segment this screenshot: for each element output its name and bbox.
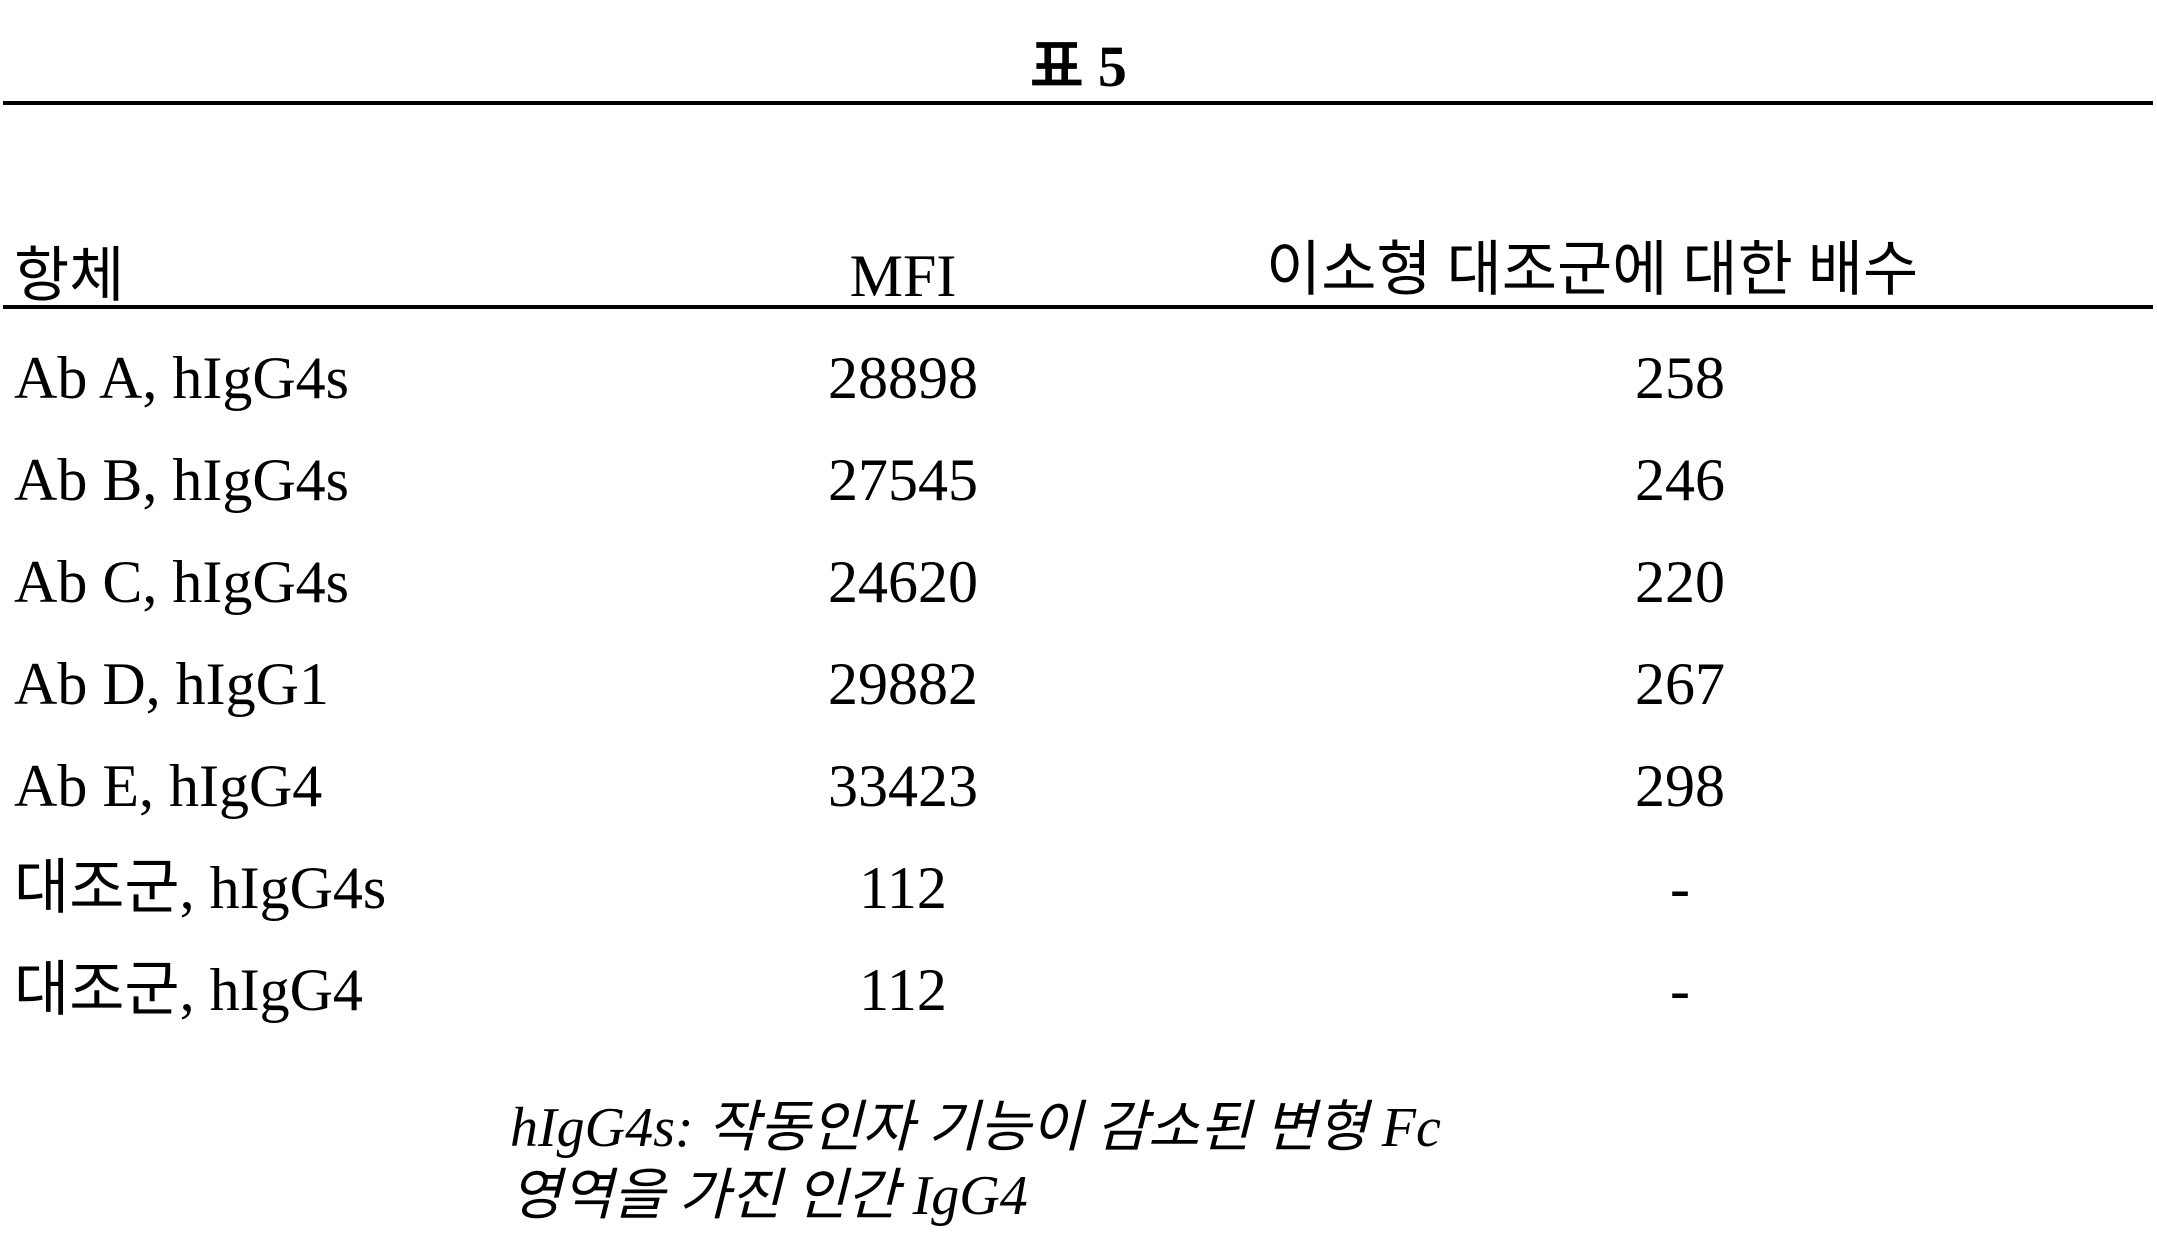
cell-antibody: 대조군, hIgG4s — [14, 858, 386, 918]
header-rule — [3, 305, 2153, 309]
cell-fold: 246 — [1580, 450, 1780, 510]
cell-mfi: 24620 — [800, 552, 1006, 612]
cell-mfi: 27545 — [800, 450, 1006, 510]
table-title: 표 5 — [0, 38, 2157, 96]
cell-mfi: 112 — [800, 960, 1006, 1020]
cell-fold: 220 — [1580, 552, 1780, 612]
cell-fold: 267 — [1580, 654, 1780, 714]
cell-antibody: Ab B, hIgG4s — [14, 450, 349, 510]
cell-fold: 258 — [1580, 348, 1780, 408]
cell-fold: - — [1580, 858, 1780, 918]
cell-antibody: Ab A, hIgG4s — [14, 348, 349, 408]
cell-mfi: 29882 — [800, 654, 1006, 714]
footnote-line-2: 영역을 가진 인간 IgG4 — [510, 1168, 1028, 1224]
cell-fold: 298 — [1580, 756, 1780, 816]
cell-antibody: Ab C, hIgG4s — [14, 552, 349, 612]
cell-mfi: 33423 — [800, 756, 1006, 816]
header-antibody: 항체 — [14, 246, 124, 306]
cell-mfi: 112 — [800, 858, 1006, 918]
top-rule — [3, 101, 2153, 105]
cell-mfi: 28898 — [800, 348, 1006, 408]
cell-antibody: 대조군, hIgG4 — [14, 960, 363, 1020]
header-mfi: MFI — [800, 246, 1006, 306]
header-fold: 이소형 대조군에 대한 배수 — [1266, 240, 2096, 300]
footnote-line-1: hIgG4s: 작동인자 기능이 감소된 변형 Fc — [510, 1100, 1441, 1156]
cell-antibody: Ab E, hIgG4 — [14, 756, 322, 816]
cell-antibody: Ab D, hIgG1 — [14, 654, 329, 714]
cell-fold: - — [1580, 960, 1780, 1020]
